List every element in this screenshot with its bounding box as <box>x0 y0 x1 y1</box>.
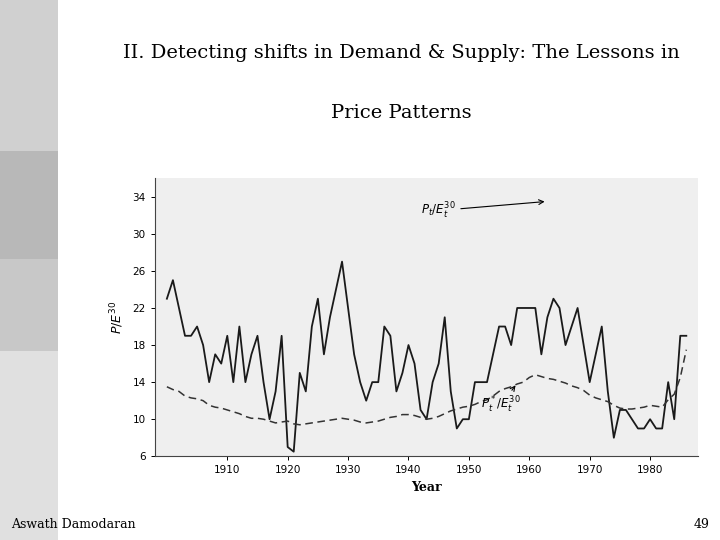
Text: $P_t/E_t^{30}$: $P_t/E_t^{30}$ <box>420 200 544 221</box>
Text: 49: 49 <box>693 518 709 531</box>
Y-axis label: $P/E^{30}$: $P/E^{30}$ <box>108 301 125 334</box>
Bar <box>0 151 58 259</box>
X-axis label: Year: Year <box>411 481 442 494</box>
Text: $P_t^*/E_t^{30}$: $P_t^*/E_t^{30}$ <box>481 386 521 415</box>
Bar <box>0 351 58 540</box>
Text: II. Detecting shifts in Demand & Supply: The Lessons in: II. Detecting shifts in Demand & Supply:… <box>123 44 680 62</box>
Text: Price Patterns: Price Patterns <box>331 104 472 123</box>
Bar <box>0 0 58 151</box>
Text: Aswath Damodaran: Aswath Damodaran <box>11 518 135 531</box>
Bar <box>0 259 58 351</box>
